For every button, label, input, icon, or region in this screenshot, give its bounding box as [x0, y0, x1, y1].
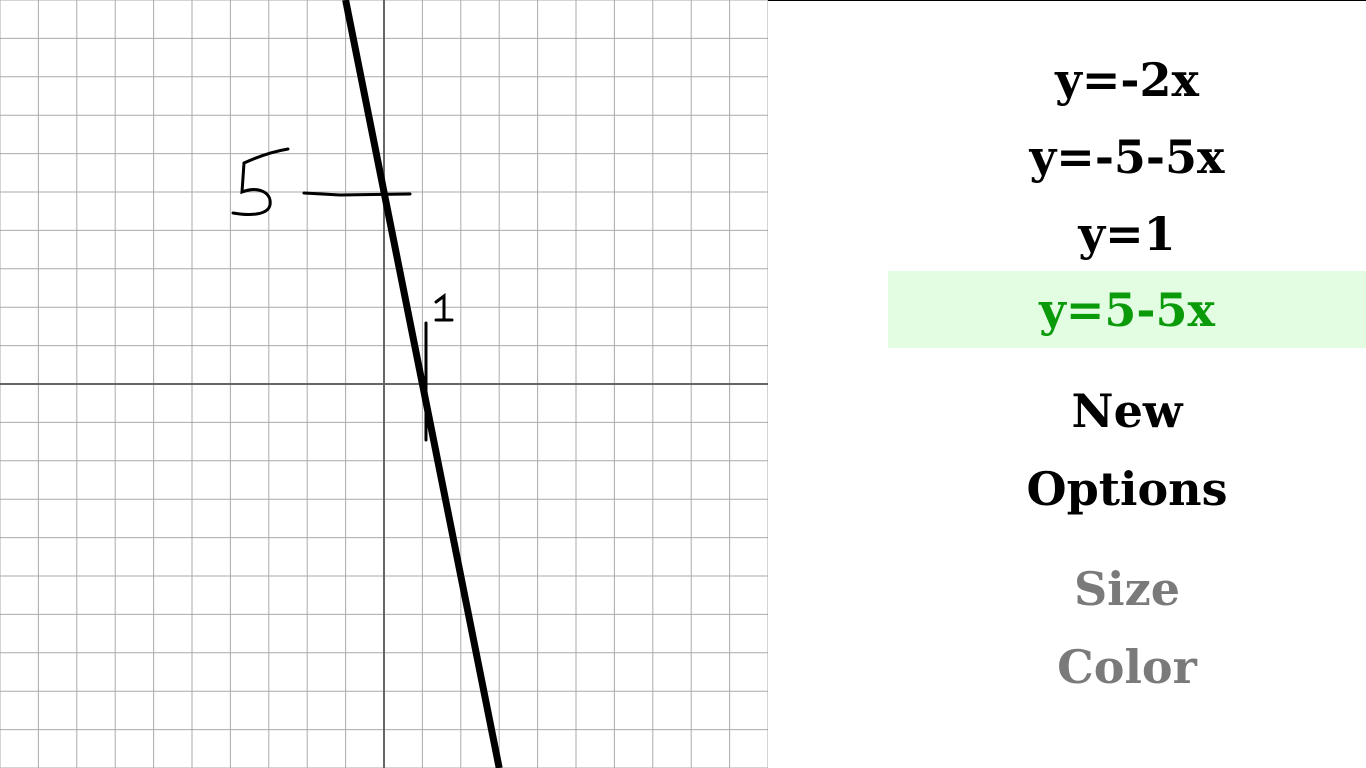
equation-menu: y=-2x y=-5-5x y=1 y=5-5x New Options Siz…: [888, 0, 1366, 768]
panel-divider: [768, 0, 1366, 1]
options-button[interactable]: Options: [1026, 461, 1228, 516]
color-option: Color: [1057, 639, 1197, 694]
ink-tick-y: [302, 191, 412, 197]
equation-item-0[interactable]: y=-2x: [1055, 52, 1199, 107]
new-button[interactable]: New: [1071, 383, 1183, 438]
equation-item-1[interactable]: y=-5-5x: [1029, 129, 1225, 184]
ink-stroke-five: [231, 147, 290, 216]
graph-svg: [0, 0, 768, 768]
size-option: Size: [1073, 561, 1181, 616]
plotted-line: [342, 0, 503, 768]
equation-item-3[interactable]: y=5-5x: [888, 271, 1366, 348]
handwritten-annotations: [231, 147, 454, 442]
equation-item-2[interactable]: y=1: [1078, 206, 1176, 261]
graph-canvas[interactable]: [0, 0, 768, 768]
ink-stroke-one: [434, 293, 454, 322]
